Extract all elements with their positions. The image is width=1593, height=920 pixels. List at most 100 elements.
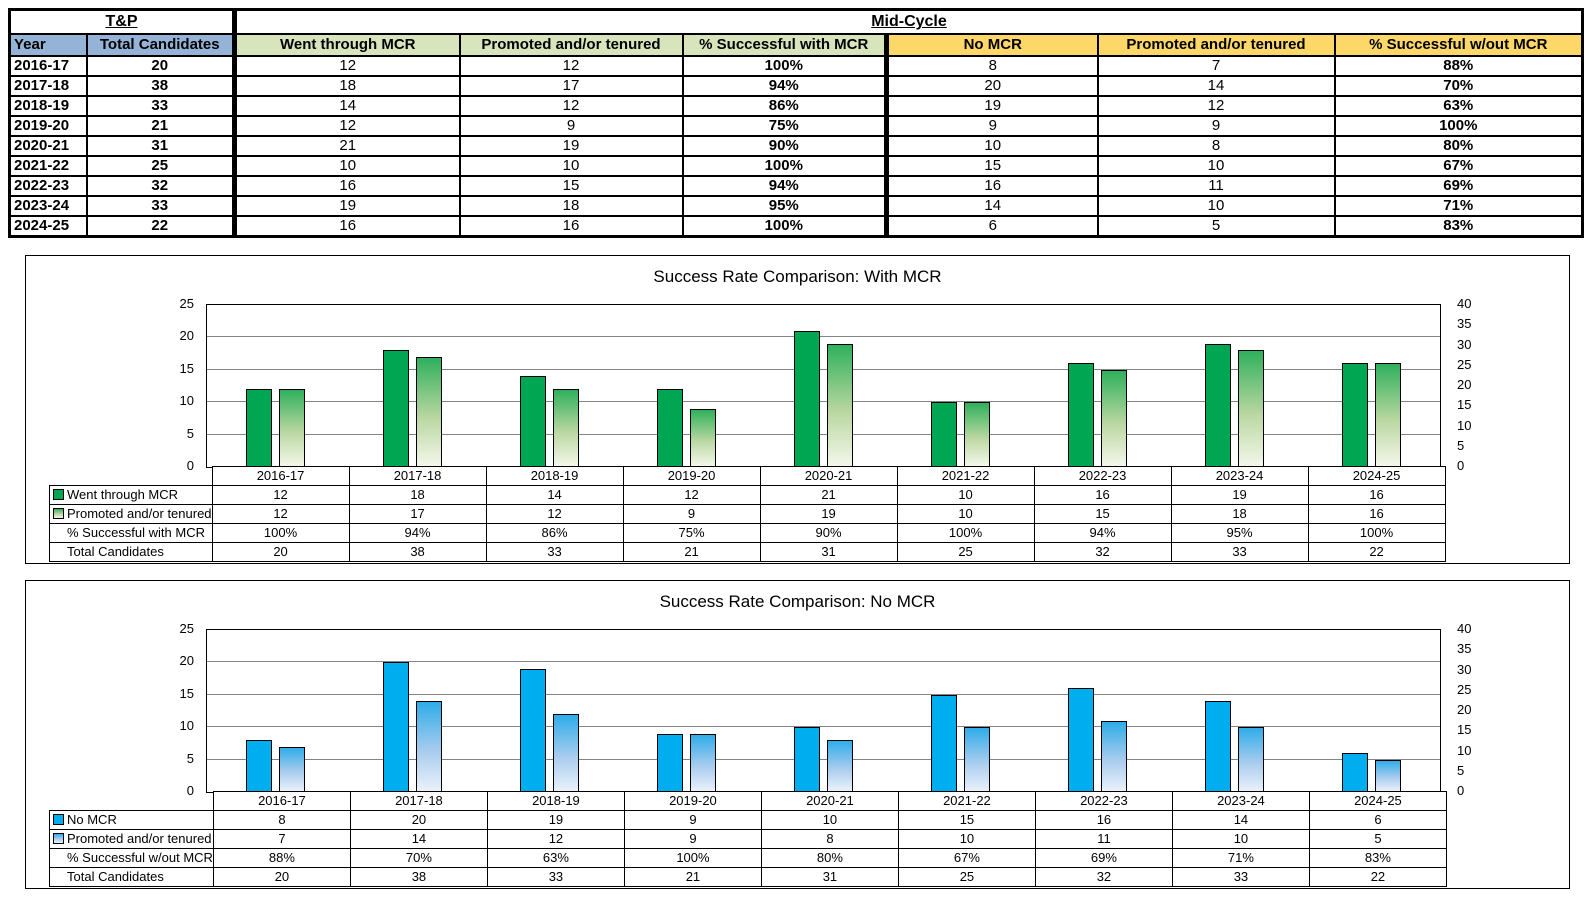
table-cell[interactable]: 12 [232, 55, 461, 77]
table-cell[interactable]: 80% [1333, 135, 1584, 157]
table-cell[interactable]: 10 [458, 155, 684, 177]
table-cell[interactable]: 83% [1333, 215, 1584, 238]
table-cell[interactable]: 71% [1333, 195, 1584, 217]
table-cell[interactable]: 100% [681, 215, 888, 238]
table-cell[interactable]: 63% [1333, 95, 1584, 117]
table-cell[interactable]: 10 [1096, 195, 1336, 217]
chart-table-cell: 14 [485, 485, 624, 505]
bar-series1 [1204, 343, 1231, 467]
table-cell[interactable]: 2017-18 [8, 75, 88, 97]
table-cell[interactable]: 16 [884, 175, 1099, 197]
table-cell[interactable]: 100% [1333, 115, 1584, 137]
category-label: 2019-20 [623, 791, 762, 811]
table-cell[interactable]: 20 [884, 75, 1099, 97]
table-cell[interactable]: 7 [1096, 55, 1336, 77]
header-promoted-mcr[interactable]: Promoted and/or tenured [458, 33, 684, 57]
header-pct-without-mcr[interactable]: % Successful w/out MCR [1333, 33, 1584, 57]
header-went-through-mcr[interactable]: Went through MCR [232, 33, 461, 57]
table-cell[interactable]: 19 [884, 95, 1099, 117]
table-cell[interactable]: 10 [884, 135, 1099, 157]
table-cell[interactable]: 2021-22 [8, 155, 88, 177]
chart-table-cell: 67% [897, 848, 1036, 868]
table-cell[interactable]: 69% [1333, 175, 1584, 197]
table-cell[interactable]: 33 [85, 195, 236, 217]
table-cell[interactable]: 14 [1096, 75, 1336, 97]
table-cell[interactable]: 5 [1096, 215, 1336, 238]
table-cell[interactable]: 25 [85, 155, 236, 177]
table-cell[interactable]: 31 [85, 135, 236, 157]
table-cell[interactable]: 32 [85, 175, 236, 197]
table-cell[interactable]: 16 [232, 215, 461, 238]
table-cell[interactable]: 38 [85, 75, 236, 97]
table-cell[interactable]: 2023-24 [8, 195, 88, 217]
table-cell[interactable]: 2016-17 [8, 55, 88, 77]
table-cell[interactable]: 67% [1333, 155, 1584, 177]
table-cell[interactable]: 20 [85, 55, 236, 77]
chart-with-mcr[interactable]: Success Rate Comparison: With MCR 0 5 10 15… [25, 255, 1570, 564]
table-cell[interactable]: 8 [884, 55, 1099, 77]
header-pct-with-mcr[interactable]: % Successful with MCR [681, 33, 888, 57]
header-no-mcr[interactable]: No MCR [884, 33, 1099, 57]
table-cell[interactable]: 15 [884, 155, 1099, 177]
table-cell[interactable]: 21 [85, 115, 236, 137]
right-y-axis: 0 5 10 15 20 25 30 35 40 [1449, 621, 1489, 798]
midcycle-section-label[interactable]: Mid-Cycle [232, 9, 1583, 34]
chart-title: Success Rate Comparison: With MCR [653, 267, 942, 286]
table-cell[interactable]: 8 [1096, 135, 1336, 157]
chart-table-cell: 18 [348, 485, 487, 505]
table-cell[interactable]: 12 [458, 55, 684, 77]
header-promoted-no-mcr[interactable]: Promoted and/or tenured [1096, 33, 1336, 57]
header-total-candidates[interactable]: Total Candidates [85, 33, 236, 57]
bar-series1 [519, 668, 546, 792]
table-cell[interactable]: 17 [458, 75, 684, 97]
table-cell[interactable]: 22 [85, 215, 236, 238]
table-cell[interactable]: 70% [1333, 75, 1584, 97]
table-cell[interactable]: 18 [232, 75, 461, 97]
table-cell[interactable]: 9 [1096, 115, 1336, 137]
table-cell[interactable]: 2019-20 [8, 115, 88, 137]
bar-group [344, 630, 481, 792]
table-cell[interactable]: 9 [458, 115, 684, 137]
tp-section-label[interactable]: T&P [9, 9, 235, 34]
table-cell[interactable]: 19 [232, 195, 461, 217]
table-cell[interactable]: 15 [458, 175, 684, 197]
table-cell[interactable]: 9 [884, 115, 1099, 137]
table-cell[interactable]: 88% [1333, 55, 1584, 77]
bar-series2 [552, 389, 579, 467]
table-cell[interactable]: 95% [681, 195, 888, 217]
table-cell[interactable]: 16 [232, 175, 461, 197]
chart-no-mcr[interactable]: Success Rate Comparison: No MCR 0 5 10 15 20… [25, 580, 1570, 889]
bar-series2 [826, 343, 853, 467]
table-cell[interactable]: 100% [681, 155, 888, 177]
table-cell[interactable]: 12 [232, 115, 461, 137]
header-year[interactable]: Year [8, 33, 88, 57]
table-cell[interactable]: 14 [232, 95, 461, 117]
legend-marker-gradient [53, 508, 64, 519]
table-cell[interactable]: 2020-21 [8, 135, 88, 157]
table-cell[interactable]: 90% [681, 135, 888, 157]
table-cell[interactable]: 12 [458, 95, 684, 117]
table-cell[interactable]: 11 [1096, 175, 1336, 197]
table-cell[interactable]: 18 [458, 195, 684, 217]
y-axis-tick-label: 20 [179, 328, 194, 344]
table-cell[interactable]: 19 [458, 135, 684, 157]
table-cell[interactable]: 14 [884, 195, 1099, 217]
table-cell[interactable]: 2022-23 [8, 175, 88, 197]
bar-series2 [826, 740, 853, 792]
y-axis-tick-label: 15 [179, 360, 194, 376]
table-cell[interactable]: 2024-25 [8, 215, 88, 238]
table-cell[interactable]: 94% [681, 175, 888, 197]
table-cell[interactable]: 21 [232, 135, 461, 157]
table-cell[interactable]: 2018-19 [8, 95, 88, 117]
table-cell[interactable]: 75% [681, 115, 888, 137]
table-cell[interactable]: 12 [1096, 95, 1336, 117]
table-cell[interactable]: 100% [681, 55, 888, 77]
table-cell[interactable]: 86% [681, 95, 888, 117]
table-cell[interactable]: 33 [85, 95, 236, 117]
table-cell[interactable]: 10 [1096, 155, 1336, 177]
table-cell[interactable]: 16 [458, 215, 684, 238]
bar-group [207, 305, 344, 467]
table-cell[interactable]: 6 [884, 215, 1099, 238]
table-cell[interactable]: 94% [681, 75, 888, 97]
table-cell[interactable]: 10 [232, 155, 461, 177]
